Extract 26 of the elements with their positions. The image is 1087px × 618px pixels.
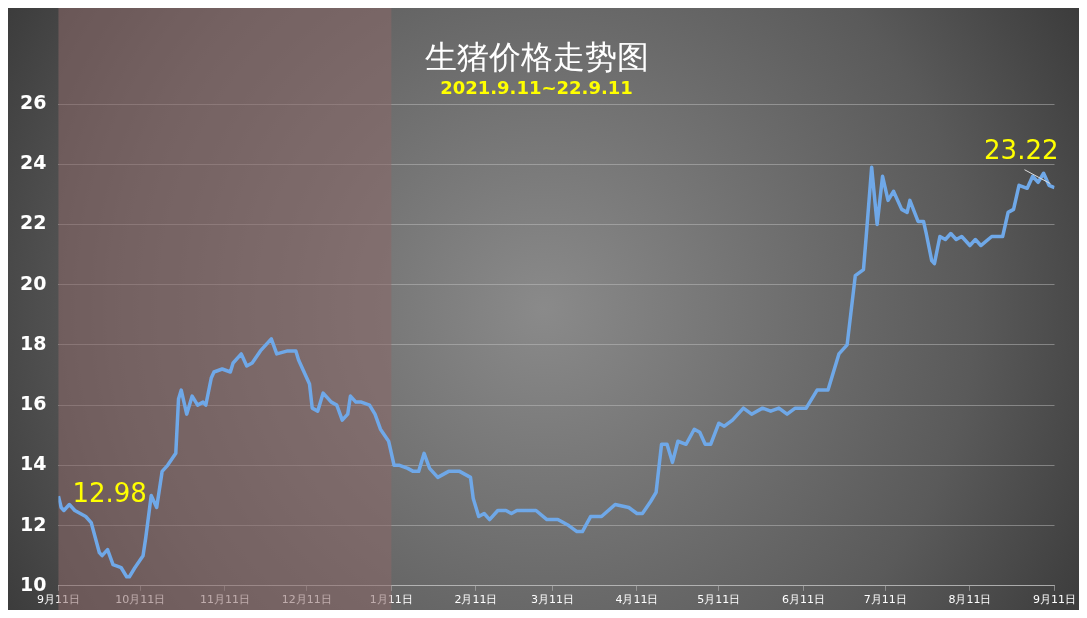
y-tick-label: 26 — [19, 90, 47, 113]
x-tick-label: 9月11日 — [36, 593, 80, 607]
y-tick-label: 18 — [19, 331, 47, 354]
y-tick-label: 20 — [19, 271, 47, 294]
x-tick-label: 10月11日 — [115, 593, 166, 607]
x-tick-label: 7月11日 — [863, 593, 907, 607]
x-tick-label: 2月11日 — [454, 593, 498, 607]
y-tick-label: 12 — [19, 512, 47, 535]
annotation: 12.98 — [72, 477, 147, 508]
chart-subtitle: 2021.9.11~22.9.11 — [440, 76, 633, 98]
y-tick-label: 10 — [19, 572, 47, 595]
x-tick-label: 9月11日 — [1033, 593, 1076, 607]
x-tick-label: 1月11日 — [369, 593, 413, 607]
x-tick-label: 11月11日 — [199, 593, 250, 607]
x-tick-label: 6月11日 — [781, 593, 825, 607]
y-tick-label: 16 — [19, 392, 47, 415]
x-tick-label: 4月11日 — [615, 593, 659, 607]
x-tick-label: 3月11日 — [530, 593, 574, 607]
y-tick-label: 22 — [19, 211, 47, 234]
x-tick-label: 8月11日 — [948, 593, 992, 607]
chart-title: 生猪价格走势图 — [424, 37, 649, 76]
y-tick-label: 14 — [19, 452, 47, 475]
x-tick-label: 12月11日 — [281, 593, 332, 607]
y-tick-label: 24 — [19, 151, 47, 174]
x-tick-label: 5月11日 — [697, 593, 741, 607]
annotation: 23.22 — [984, 135, 1059, 166]
